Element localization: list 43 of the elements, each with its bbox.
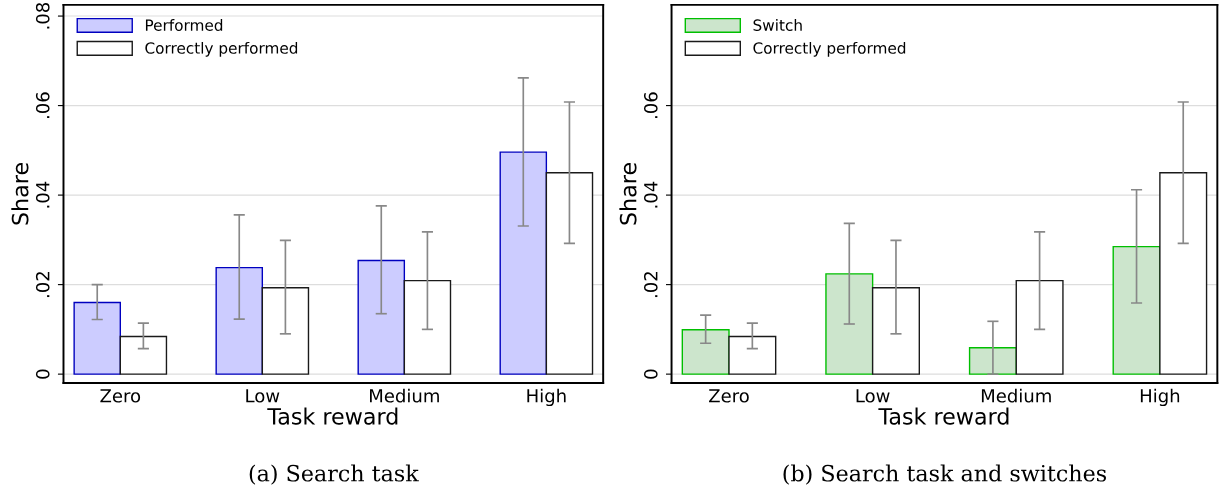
x-tick-label: Medium [981, 388, 1051, 403]
y-tick-label: .08 [35, 2, 50, 29]
y-axis-title: Share [11, 163, 29, 225]
x-tick-label: Zero [709, 389, 749, 403]
x-axis-title: Task reward [878, 407, 1009, 425]
bar [968, 347, 1017, 375]
bar [73, 301, 121, 375]
bar [1159, 172, 1208, 375]
y-tick-label: 0 [35, 369, 50, 379]
x-axis-title: Task reward [267, 407, 398, 425]
legend-label: Correctly performed [145, 41, 298, 57]
x-tick-label: High [1140, 388, 1180, 407]
y-tick-label: .02 [35, 272, 50, 298]
legend-label: Correctly performed [753, 41, 906, 57]
bar [681, 329, 730, 375]
text: (b) Search task and switches [783, 464, 1107, 485]
bar [261, 287, 310, 375]
legend-label: Switch [753, 19, 802, 31]
y-tick-label: .06 [643, 92, 658, 119]
bar [545, 172, 594, 375]
bar [1015, 279, 1064, 375]
x-tick-label: High [527, 388, 566, 407]
bar [499, 151, 548, 375]
bar [728, 335, 777, 375]
y-tick-label: .04 [643, 181, 658, 208]
bar [1112, 245, 1161, 375]
bar [357, 259, 406, 375]
x-tick-label: Medium [370, 388, 439, 403]
y-tick-label: 0 [643, 369, 658, 379]
x-tick-label: Zero [100, 389, 141, 403]
bar [119, 335, 168, 375]
y-tick-label: .04 [35, 181, 50, 208]
legend-label: Performed [145, 19, 223, 31]
x-tick-label: Low [856, 389, 890, 403]
y-axis-title: Share [619, 163, 637, 225]
y-tick-label: .02 [643, 272, 658, 298]
y-tick-label: .06 [35, 92, 50, 119]
text: (a) Search task [249, 464, 419, 485]
bar [825, 273, 874, 375]
bar [871, 287, 921, 375]
bar [215, 266, 264, 375]
x-tick-label: Low [246, 389, 280, 403]
bar [403, 279, 452, 375]
